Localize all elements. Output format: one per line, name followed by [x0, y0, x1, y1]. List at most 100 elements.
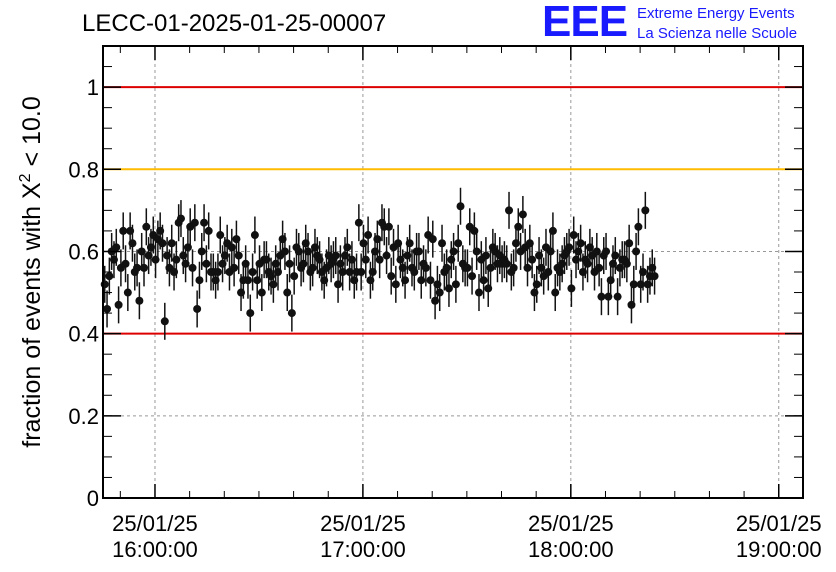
data-point [576, 239, 585, 248]
data-point [354, 218, 363, 227]
data-point [213, 268, 222, 276]
data-point [257, 288, 266, 297]
data-point [639, 268, 648, 276]
data-point [481, 251, 490, 260]
data-point [158, 239, 167, 248]
data-point [230, 263, 239, 272]
data-point [544, 268, 553, 276]
data-point [167, 239, 176, 248]
data-point [100, 280, 109, 289]
data-point [373, 235, 382, 244]
x-tick-time-label: 18:00:00 [528, 537, 614, 562]
data-point [602, 247, 611, 256]
data-point [613, 292, 622, 301]
data-point [484, 284, 493, 293]
data-point [548, 226, 557, 235]
data-point [285, 259, 294, 268]
data-point [472, 247, 481, 256]
data-point [133, 263, 142, 272]
data-point [357, 268, 366, 276]
data-point [405, 239, 414, 248]
data-point [414, 247, 423, 256]
data-point [502, 259, 511, 268]
data-point [597, 292, 606, 301]
data-point [375, 255, 384, 264]
data-point [611, 251, 620, 260]
eee-logo: EEE Extreme Energy Events La Scienza nel… [540, 0, 830, 46]
data-point [454, 239, 463, 248]
data-points [100, 187, 659, 340]
data-point [197, 247, 206, 256]
data-point [622, 259, 631, 268]
data-point [505, 206, 514, 215]
data-point [470, 226, 479, 235]
data-point [283, 288, 292, 297]
data-point [140, 263, 149, 272]
data-point [250, 231, 259, 240]
data-point [456, 202, 465, 211]
data-point [347, 255, 356, 264]
data-point [280, 247, 289, 256]
x-tick-time-label: 17:00:00 [320, 537, 406, 562]
data-point [451, 280, 460, 289]
x-tick-date-label: 25/01/25 [320, 511, 406, 536]
data-point [234, 251, 243, 260]
data-point [435, 288, 444, 297]
data-point [193, 304, 202, 313]
y-tick-label: 1 [87, 75, 99, 100]
data-point [204, 226, 213, 235]
data-point [112, 243, 121, 252]
data-point [176, 214, 185, 223]
data-point [629, 280, 638, 289]
y-tick-label: 0.2 [68, 404, 99, 429]
data-point [382, 251, 391, 260]
x-tick-date-label: 25/01/25 [112, 511, 198, 536]
data-point [216, 231, 225, 240]
y-axis-label: fraction of events with X2 < 10.0 [17, 96, 46, 447]
data-point [514, 222, 523, 231]
data-point [121, 259, 130, 268]
data-point [625, 239, 634, 248]
data-point [142, 222, 151, 231]
data-point [426, 276, 435, 285]
data-point [188, 263, 197, 272]
data-point [172, 255, 181, 264]
x-tick-time-label: 19:00:00 [736, 537, 822, 562]
data-point [343, 243, 352, 252]
data-point [528, 255, 537, 264]
y-tick-label: 0.4 [68, 322, 99, 347]
data-point [641, 206, 650, 215]
data-point [304, 247, 313, 256]
data-point [290, 272, 299, 281]
data-point [128, 239, 137, 248]
data-point [449, 247, 458, 256]
data-point [428, 235, 437, 244]
data-point [567, 284, 576, 293]
data-point [565, 243, 574, 252]
axes: 00.20.40.60.8125/01/2516:00:0025/01/2517… [68, 45, 822, 562]
data-point [463, 263, 472, 272]
plot-title: LECC-01-2025-01-25-00007 [82, 10, 387, 37]
data-point [509, 263, 518, 272]
data-point [160, 317, 169, 326]
data-point [546, 247, 555, 256]
data-point [114, 300, 123, 309]
data-point [331, 251, 340, 260]
eee-logo-line2: La Scienza nelle Scuole [637, 25, 798, 42]
data-point [183, 243, 192, 252]
data-point [334, 280, 343, 289]
data-point [595, 263, 604, 272]
data-point [632, 247, 641, 256]
data-point [438, 239, 447, 248]
data-point [486, 263, 495, 272]
data-point [401, 276, 410, 285]
data-point [361, 255, 370, 264]
data-point [474, 288, 483, 297]
y-tick-label: 0.6 [68, 239, 99, 264]
data-point [287, 309, 296, 318]
data-point [368, 268, 377, 276]
data-point [444, 284, 453, 293]
data-point [468, 272, 477, 281]
data-point [387, 272, 396, 281]
